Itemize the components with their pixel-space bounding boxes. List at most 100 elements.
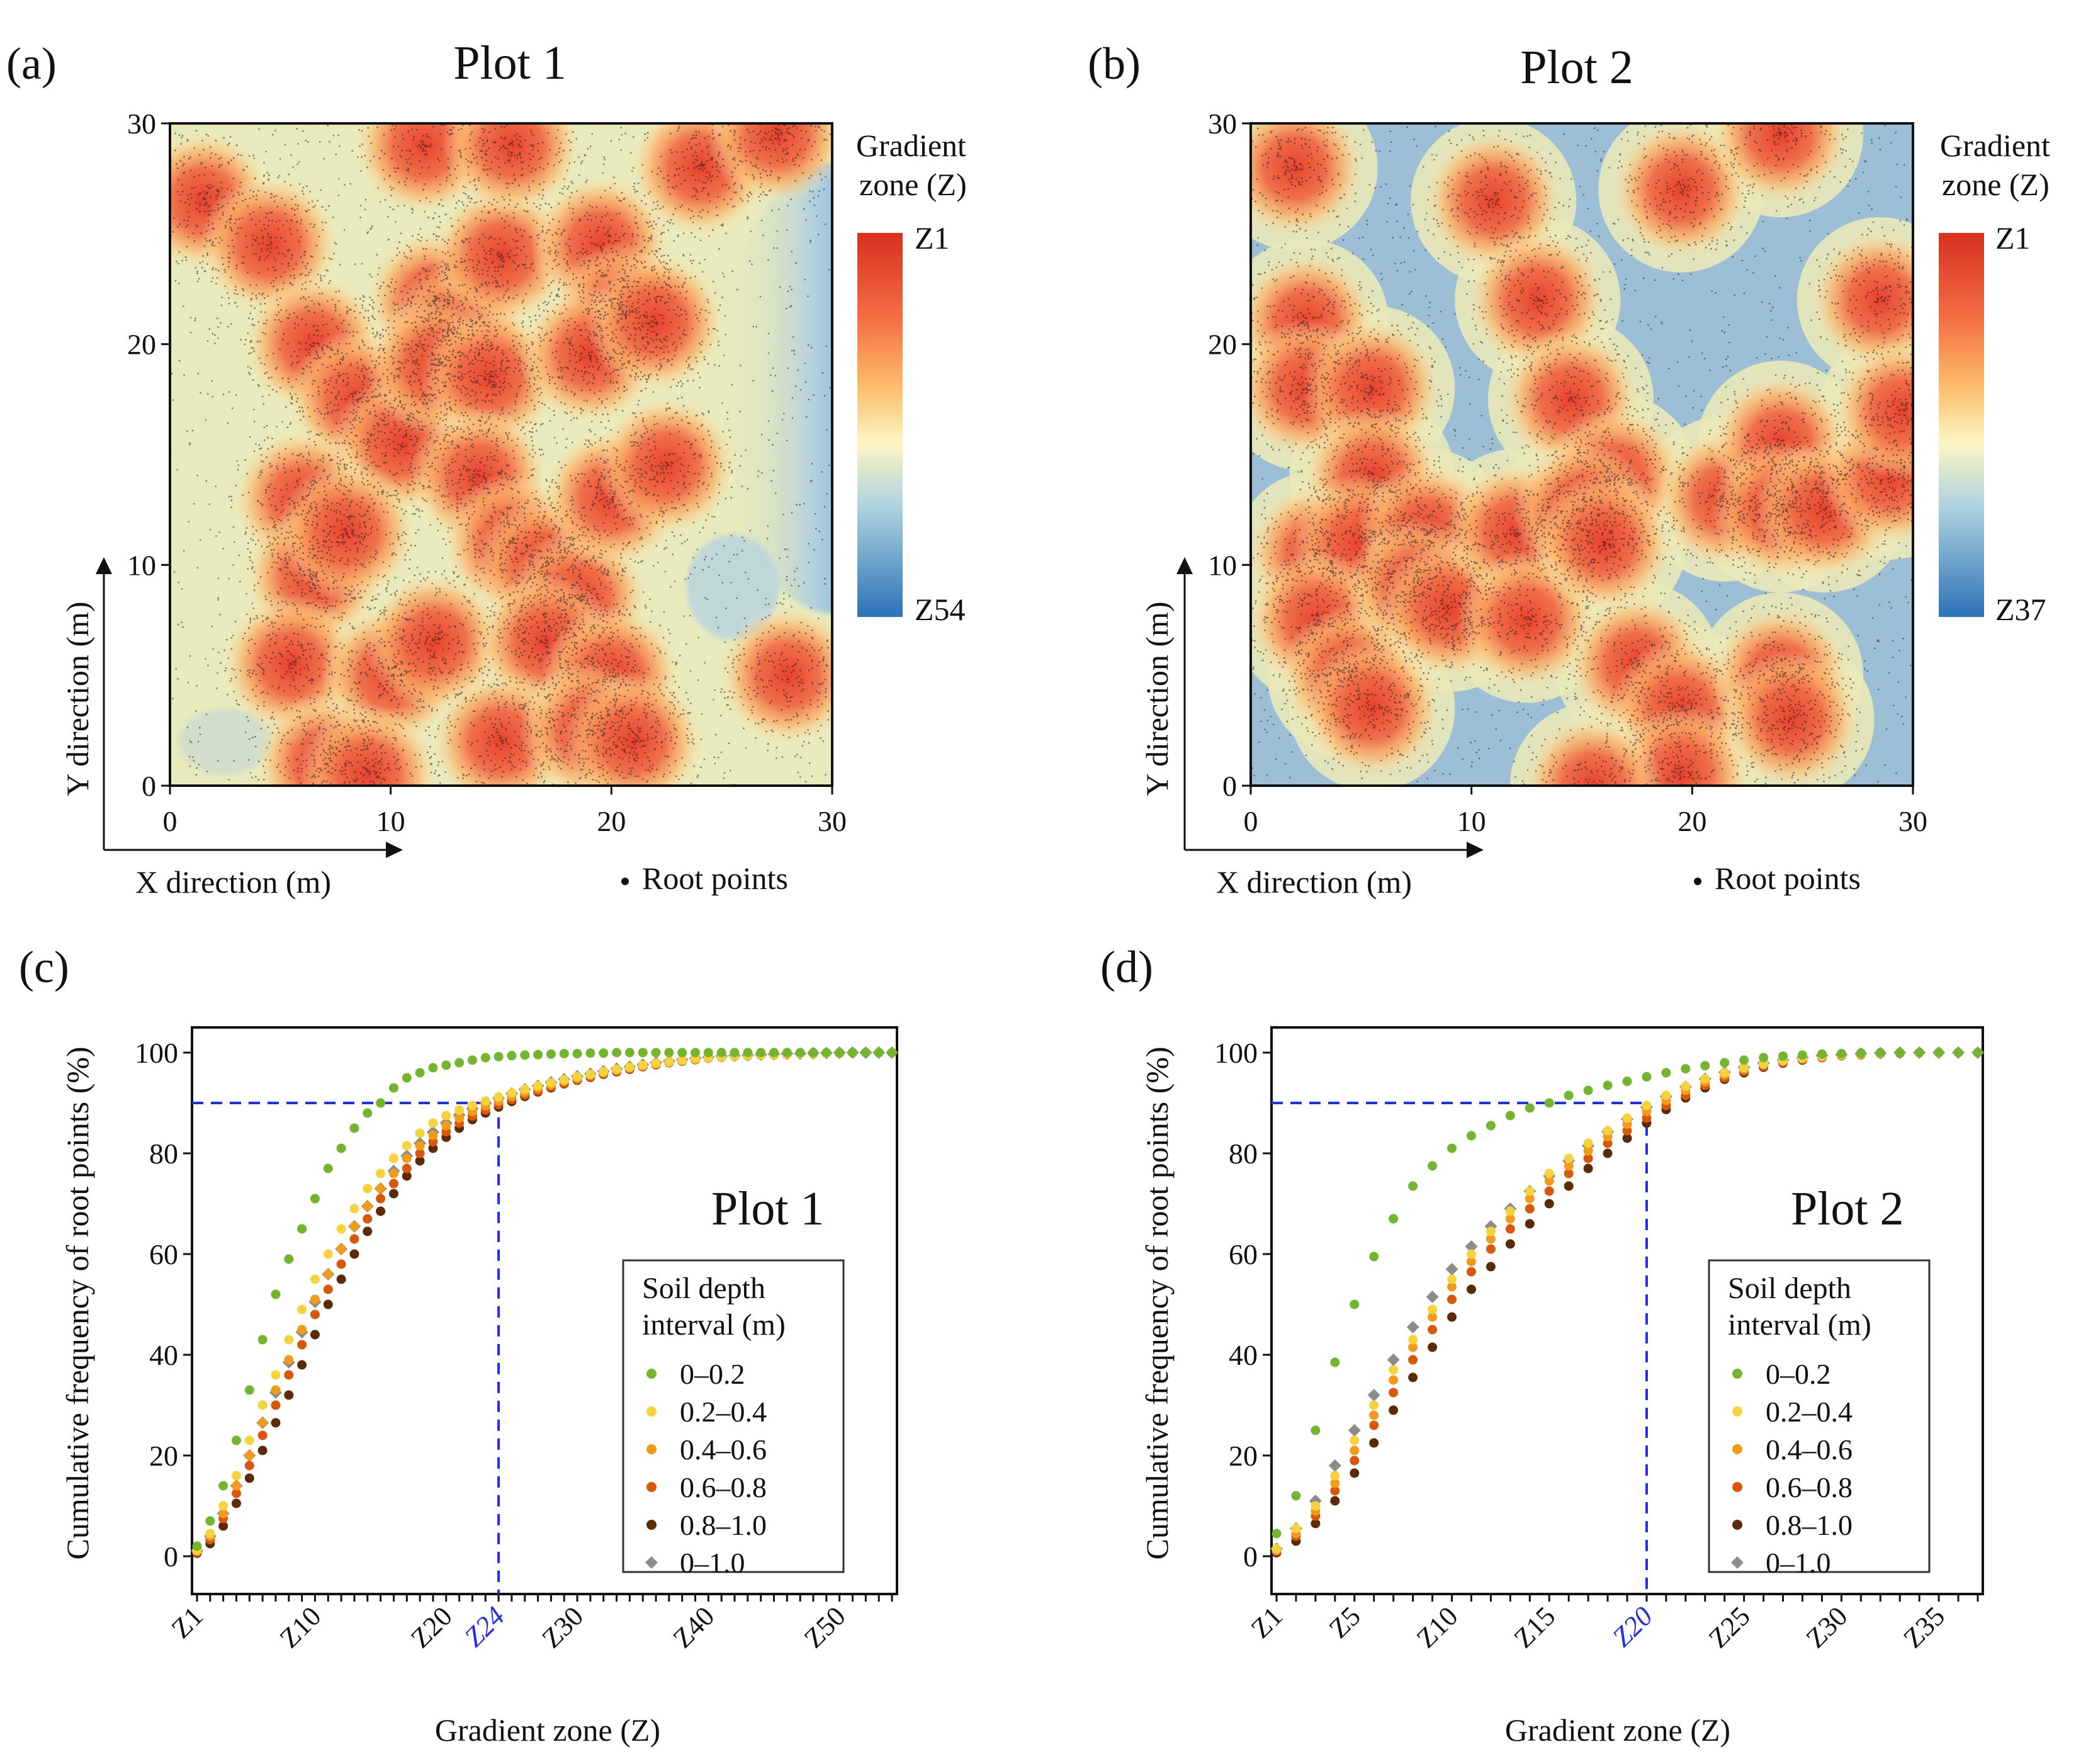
panel-b-xtick-label: 30 [1898,805,1927,837]
panel-c-point [638,1060,648,1070]
panel-b-map-frame [1249,122,1914,787]
panel-c-point [572,1049,582,1059]
panel-d-point [1369,1438,1379,1448]
panel-c: (c) 0 20 40 60 80 100 Z1 Z10 Z20 Z30 Z40 Z50 Z24 Soil… [19,942,898,1748]
panel-d-point [1720,1068,1730,1078]
panel-c-point [546,1049,556,1059]
panel-b-root-cluster [1832,341,1913,480]
panel-a-colorbar-bar [857,233,903,617]
panel-c-point [388,1168,398,1179]
panel-d-ytick-label: 20 [1229,1440,1258,1472]
panel-d-point [1428,1312,1438,1322]
panel-a-root-cluster [443,123,582,215]
panel-c-axes-frame [191,1026,898,1595]
panel-a-colorbar-title-1: Gradient [856,128,966,163]
panel-d-point [1914,1048,1924,1058]
panel-a-ytick-label: 10 [127,549,156,581]
panel-c-xtick-label: Z30 [536,1600,589,1654]
panel-d-point [1622,1126,1632,1136]
panel-d-point [1544,1186,1554,1196]
panel-a-far-zone-shade [179,708,272,775]
panel-d-legend-marker [1732,1444,1742,1454]
panel-c-legend-marker [646,1406,657,1416]
panel-c-legend-marker [646,1444,657,1454]
panel-a: (a) Plot 1 0 10 20 30 0 10 20 30 X direction (m… [6,37,967,900]
panel-c-point [257,1335,268,1345]
panel-b-ytick-label: 20 [1208,329,1237,361]
panel-c-xtick-label: Z20 [405,1600,458,1654]
panel-b-colorbar-top: Z1 [1995,220,2031,256]
panel-c-point [651,1058,661,1068]
panel-b-ytick-label: 30 [1208,108,1237,140]
panel-c-point [192,1541,202,1551]
panel-c-legend-title-2: interval (m) [642,1308,786,1342]
panel-c-legend-title-1: Soil depth [642,1272,765,1305]
panel-c-point [323,1299,333,1309]
panel-b-letter: (b) [1088,38,1141,89]
panel-c-point [376,1206,386,1216]
panel-d-xlabel: Gradient zone (Z) [1505,1712,1730,1748]
panel-d-reference-line [1272,1102,1648,1594]
panel-d-point [1466,1131,1476,1141]
panel-d-legend-label: 0–0.2 [1766,1358,1831,1390]
panel-d-point [1856,1048,1866,1058]
panel-d-point [1953,1048,1963,1058]
panel-d-point [1330,1471,1340,1481]
panel-c-point [612,1048,622,1058]
panel-c-point [297,1224,307,1234]
panel-c-point [376,1184,386,1194]
panel-c-point [585,1048,595,1058]
panel-d-point [1583,1146,1593,1156]
panel-d-point [1406,1321,1419,1333]
panel-d-point [1759,1053,1769,1063]
panel-d-point [1408,1335,1418,1345]
panel-d-point [1505,1224,1515,1234]
panel-c-point [231,1488,241,1498]
panel-c-legend-marker [646,1369,657,1379]
panel-a-y-arrowhead [96,557,112,574]
panel-c-point [520,1050,530,1060]
panel-a-xtick-label: 0 [163,805,178,837]
panel-c-point [323,1284,333,1294]
panel-d-point [1895,1048,1905,1058]
panel-c-point [480,1096,490,1106]
panel-d-point [1389,1405,1399,1415]
panel-c-legend-marker [645,1556,658,1569]
panel-d-point [1525,1219,1535,1229]
panel-d-point [1408,1355,1418,1365]
panel-d-point [1466,1284,1476,1294]
panel-b-xtick-label: 10 [1457,805,1486,837]
panel-d-legend-label: 0–1.0 [1766,1547,1831,1579]
panel-d-point [1505,1214,1515,1224]
panel-d-point [1389,1214,1399,1224]
panel-c-point [756,1048,766,1058]
panel-a-colorbar-top: Z1 [915,220,950,256]
panel-d-point [1466,1267,1476,1277]
panel-c-point [310,1330,320,1340]
panel-c-point [297,1325,307,1335]
panel-c-point [231,1481,241,1491]
panel-a-x-arrowhead [386,842,403,858]
panel-c-point [218,1501,228,1511]
panel-a-root-cluster [299,705,439,786]
panel-d-point [1544,1098,1554,1108]
panel-c-point [835,1048,845,1058]
panel-b-colorbar-title-2: zone (Z) [1942,167,2050,202]
panel-a-axis-ticks: 0 10 20 30 0 10 20 30 [127,108,847,837]
panel-c-legend-label: 0.6–0.8 [680,1471,767,1503]
panel-c-point [454,1113,465,1123]
panel-a-letter: (a) [6,38,57,89]
panel-d-point [1505,1206,1515,1216]
panel-d-point [1661,1090,1671,1100]
panel-c-legend-box [622,1259,845,1573]
panel-d-point [1583,1163,1593,1173]
panel-c-point [323,1269,333,1279]
panel-d-point [1798,1050,1807,1060]
panel-a-colorbar-title-2: zone (Z) [859,167,967,202]
panel-c-point [205,1516,215,1526]
panel-d-xtick-label: Z5 [1323,1600,1367,1644]
panel-d-point [1622,1133,1632,1143]
panel-c-point [415,1068,425,1078]
panel-c-point [363,1214,373,1224]
